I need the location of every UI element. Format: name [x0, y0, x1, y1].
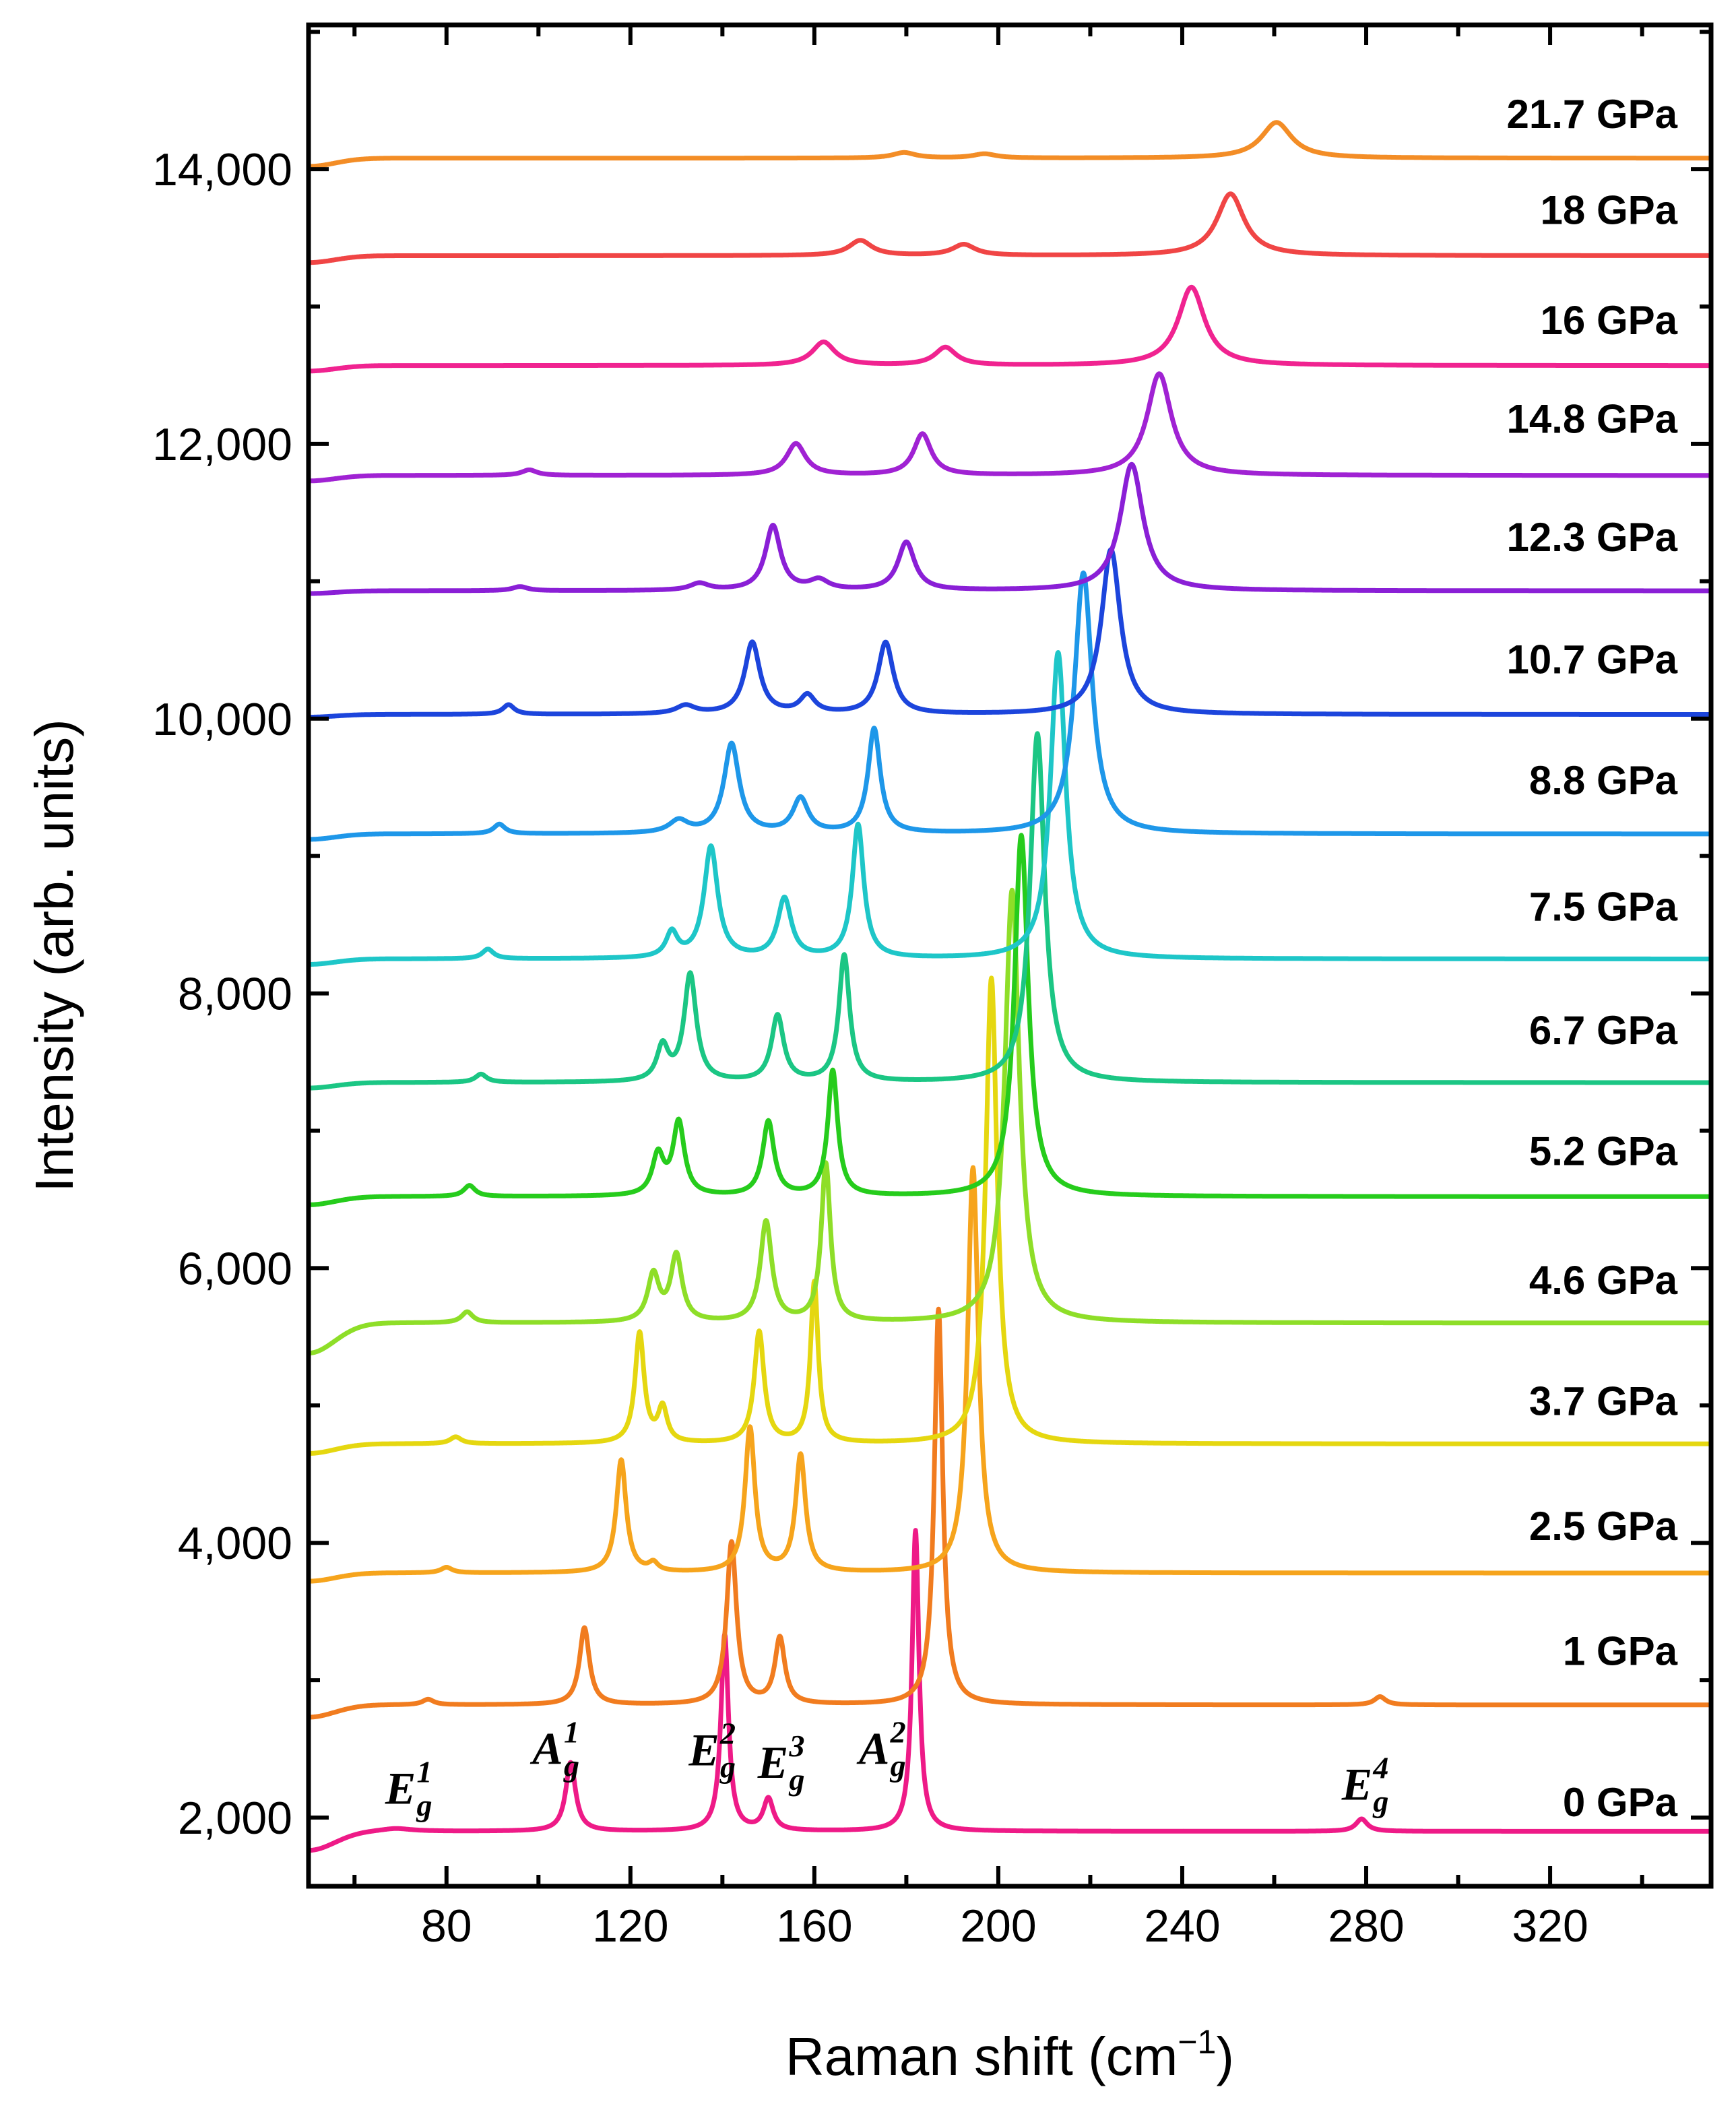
mode-eg4-superscript: 4	[1372, 1751, 1388, 1785]
x-tick-label-280: 280	[1328, 1900, 1404, 1952]
series-line-1-gpa	[306, 1306, 1714, 1720]
y-tick-label-6000: 6,000	[178, 1243, 292, 1294]
mode-eg2-superscript: 2	[719, 1717, 736, 1751]
series-label-1-gpa: 1 GPa	[1563, 1629, 1678, 1674]
mode-ag1: A 1g	[529, 1715, 579, 1783]
x-axis-title: Raman shift (cm−1)	[785, 2023, 1234, 2086]
series-line-10p7-gpa	[306, 547, 1714, 720]
mode-ag2: A 2g	[856, 1715, 906, 1783]
y-tick-label-4000: 4,000	[178, 1518, 292, 1569]
x-tick-label-80: 80	[421, 1900, 472, 1952]
series-label-14p8-gpa: 14.8 GPa	[1506, 397, 1677, 442]
mode-eg1-symbol: E	[385, 1763, 416, 1814]
mode-eg4-symbol: E	[1341, 1759, 1372, 1810]
series-label-5p2-gpa: 5.2 GPa	[1529, 1128, 1678, 1174]
series-label-7p5-gpa: 7.5 GPa	[1529, 885, 1678, 930]
series-line-14p8-gpa	[306, 371, 1714, 484]
series-line-8p8-gpa	[306, 570, 1714, 842]
mode-eg1-superscript: 1	[417, 1755, 432, 1789]
series-label-16-gpa: 16 GPa	[1541, 298, 1678, 343]
series-line-6p7-gpa	[306, 731, 1714, 1091]
mode-eg3-subscript: g	[788, 1762, 804, 1797]
y-tick-label-2000: 2,000	[178, 1793, 292, 1844]
y-tick-label-10000: 10,000	[152, 694, 292, 745]
mode-eg1: E 1g	[385, 1755, 432, 1823]
series-label-10p7-gpa: 10.7 GPa	[1506, 637, 1677, 682]
mode-eg4: E 4g	[1341, 1751, 1389, 1819]
mode-ag1-superscript: 1	[564, 1715, 579, 1750]
series-label-2p5-gpa: 2.5 GPa	[1529, 1504, 1678, 1549]
tick-layer: 80 120 160 200 240 280 320 2,000 4,000 6,000 8,000…	[152, 25, 1711, 1952]
series-line-5p2-gpa	[306, 833, 1714, 1207]
mode-ag2-subscript: g	[890, 1749, 906, 1783]
series-label-18-gpa: 18 GPa	[1541, 188, 1678, 233]
mode-eg3-superscript: 3	[788, 1729, 804, 1763]
y-tick-label-14000: 14,000	[152, 144, 292, 195]
mode-eg2: E 2g	[688, 1717, 736, 1785]
series-line-21p7-gpa	[306, 120, 1714, 169]
annotation-layer: E 1gA 1g E 2g E 3gA 2g E 4g	[385, 1715, 1389, 1823]
series-line-7p5-gpa	[306, 650, 1714, 967]
x-tick-label-160: 160	[776, 1900, 852, 1952]
y-tick-label-12000: 12,000	[152, 419, 292, 470]
plot-frame	[306, 22, 1714, 1889]
mode-ag2-superscript: 2	[890, 1715, 906, 1750]
mode-eg2-subscript: g	[719, 1750, 736, 1785]
series-line-4p6-gpa	[306, 887, 1714, 1356]
mode-eg3-symbol: E	[757, 1737, 788, 1788]
series-label-8p8-gpa: 8.8 GPa	[1529, 758, 1678, 803]
y-axis-title: Intensity (arb. units)	[24, 719, 84, 1192]
series-line-3p7-gpa	[306, 975, 1714, 1456]
mode-eg3: E 3g	[757, 1729, 805, 1797]
x-tick-label-120: 120	[592, 1900, 668, 1952]
series-line-18-gpa	[306, 191, 1714, 265]
mode-ag2-symbol: A	[856, 1723, 889, 1774]
series-label-6p7-gpa: 6.7 GPa	[1529, 1008, 1678, 1053]
x-tick-label-200: 200	[960, 1900, 1036, 1952]
mode-ag1-subscript: g	[563, 1749, 579, 1783]
x-tick-label-320: 320	[1512, 1900, 1588, 1952]
x-tick-label-240: 240	[1144, 1900, 1220, 1952]
series-label-3p7-gpa: 3.7 GPa	[1529, 1379, 1678, 1424]
mode-eg1-subscript: g	[416, 1789, 432, 1823]
mode-eg2-symbol: E	[688, 1725, 719, 1776]
series-line-12p3-gpa	[306, 461, 1714, 596]
series-label-4p6-gpa: 4.6 GPa	[1529, 1258, 1678, 1303]
series-line-16-gpa	[306, 284, 1714, 374]
series-label-21p7-gpa: 21.7 GPa	[1506, 92, 1677, 137]
series-label-layer: 0 GPa 1 GPa 2.5 GPa 3.7 GPa 4.6 GPa 5.2 GPa 6.…	[1506, 92, 1677, 1825]
series-layer	[306, 120, 1714, 1853]
series-line-0-gpa	[306, 1528, 1714, 1853]
mode-eg4-subscript: g	[1372, 1785, 1388, 1819]
y-tick-label-8000: 8,000	[178, 969, 292, 1020]
series-label-12p3-gpa: 12.3 GPa	[1506, 515, 1677, 560]
series-line-2p5-gpa	[306, 1165, 1714, 1584]
mode-ag1-symbol: A	[529, 1723, 562, 1774]
series-label-0-gpa: 0 GPa	[1563, 1780, 1678, 1825]
